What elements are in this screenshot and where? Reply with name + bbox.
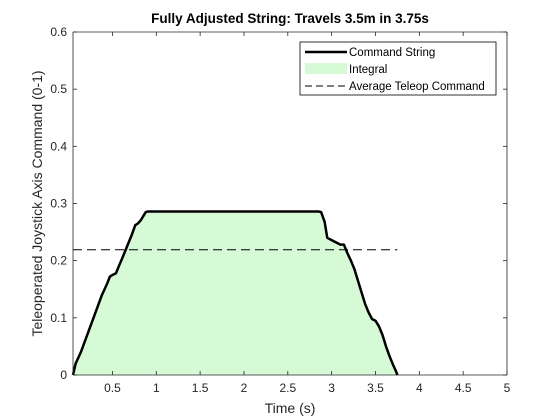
x-tick-label: 1 bbox=[153, 381, 160, 395]
y-tick-label: 0.6 bbox=[50, 25, 67, 39]
x-tick-label: 2 bbox=[241, 381, 248, 395]
legend-label-integral: Integral bbox=[349, 64, 387, 76]
y-tick-label: 0.1 bbox=[50, 311, 67, 325]
x-tick-label: 2.5 bbox=[279, 381, 296, 395]
command-string-line bbox=[71, 210, 399, 376]
axes-layer: 0.5 1 1.5 2 2.5 3 3.5 4 4.5 5 0 0.1 0.2 0.3 0.4 0.5 0.6 bbox=[50, 25, 510, 395]
legend-label-average-teleop: Average Teleop Command bbox=[349, 81, 485, 93]
y-tick-label: 0.4 bbox=[50, 139, 67, 153]
y-tick-label: 0.2 bbox=[50, 254, 67, 268]
legend-label-command-string: Command String bbox=[349, 47, 435, 59]
y-tick-label: 0.5 bbox=[50, 82, 67, 96]
x-tick-label: 4 bbox=[416, 381, 423, 395]
area-layer bbox=[73, 211, 398, 375]
x-tick-label: 3 bbox=[328, 381, 335, 395]
x-tick-label: 4.5 bbox=[455, 381, 472, 395]
x-axis-label: Time (s) bbox=[265, 400, 316, 416]
y-tick-label: 0.3 bbox=[50, 197, 67, 211]
x-tick-label: 1.5 bbox=[192, 381, 209, 395]
x-tick-label: 5 bbox=[504, 381, 511, 395]
x-tick-label: 0.5 bbox=[104, 381, 121, 395]
chart-title: Fully Adjusted String: Travels 3.5m in 3… bbox=[151, 11, 429, 26]
legend-swatch-integral bbox=[305, 63, 347, 74]
legend: Command String Integral Average Teleop C… bbox=[299, 41, 497, 96]
y-tick-label: 0 bbox=[60, 368, 67, 382]
integral-area bbox=[73, 211, 398, 375]
y-axis-label: Teleoperated Joystick Axis Command (0-1) bbox=[29, 70, 45, 336]
line-layer bbox=[71, 210, 399, 376]
x-tick-label: 3.5 bbox=[367, 381, 384, 395]
